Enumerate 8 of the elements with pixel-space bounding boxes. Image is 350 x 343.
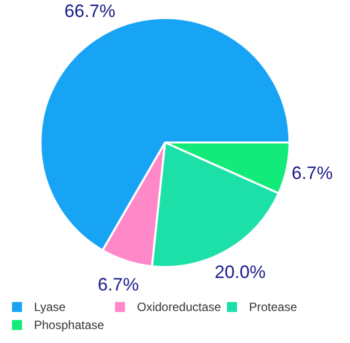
data-label: 6.7% [98,274,139,295]
data-label: 20.0% [214,262,266,282]
legend-label: Lyase [34,300,66,314]
legend-label: Oxidoreductase [137,300,222,314]
legend-label: Phosphatase [34,318,104,332]
data-label: 6.7% [292,162,333,183]
legend-label: Protease [249,300,298,314]
data-label: 66.7% [64,1,116,22]
